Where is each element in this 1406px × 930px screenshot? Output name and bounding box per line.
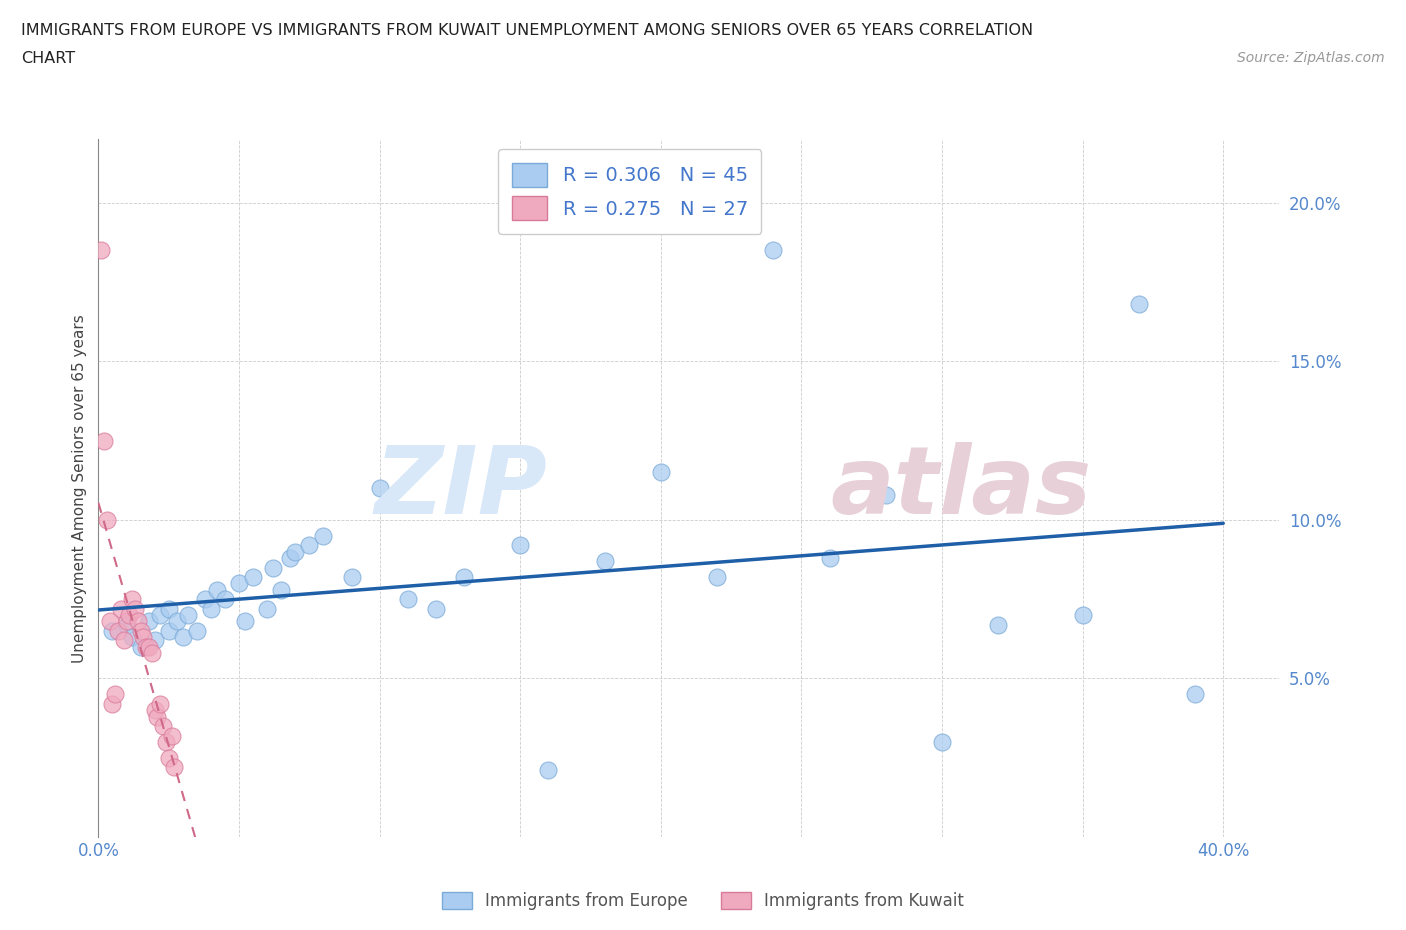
Point	[762, 243, 785, 258]
Point	[1071, 607, 1094, 622]
Point	[593, 553, 616, 568]
Point	[1128, 297, 1150, 312]
Y-axis label: Unemployment Among Seniors over 65 years: Unemployment Among Seniors over 65 years	[72, 314, 87, 662]
Point	[135, 639, 157, 654]
Point	[129, 639, 152, 654]
Point	[228, 576, 250, 591]
Point	[129, 623, 152, 638]
Point	[149, 697, 172, 711]
Point	[149, 607, 172, 622]
Point	[284, 544, 307, 559]
Point	[112, 633, 135, 648]
Point	[138, 639, 160, 654]
Point	[121, 591, 143, 606]
Point	[278, 551, 301, 565]
Point	[115, 618, 138, 632]
Point	[875, 487, 897, 502]
Text: IMMIGRANTS FROM EUROPE VS IMMIGRANTS FROM KUWAIT UNEMPLOYMENT AMONG SENIORS OVER: IMMIGRANTS FROM EUROPE VS IMMIGRANTS FRO…	[21, 23, 1033, 38]
Point	[200, 602, 222, 617]
Point	[262, 560, 284, 575]
Point	[706, 569, 728, 584]
Point	[194, 591, 217, 606]
Text: Source: ZipAtlas.com: Source: ZipAtlas.com	[1237, 51, 1385, 65]
Point	[90, 243, 112, 258]
Point	[101, 697, 124, 711]
Point	[121, 630, 143, 644]
Point	[157, 623, 180, 638]
Point	[256, 602, 278, 617]
Point	[132, 630, 155, 644]
Point	[157, 751, 180, 765]
Point	[177, 607, 200, 622]
Point	[340, 569, 363, 584]
Legend: Immigrants from Europe, Immigrants from Kuwait: Immigrants from Europe, Immigrants from …	[434, 885, 972, 917]
Point	[987, 618, 1010, 632]
Point	[146, 709, 169, 724]
Point	[138, 614, 160, 629]
Point	[172, 630, 194, 644]
Point	[143, 703, 166, 718]
Point	[186, 623, 208, 638]
Point	[233, 614, 256, 629]
Point	[143, 633, 166, 648]
Text: ZIP: ZIP	[374, 443, 547, 534]
Point	[96, 512, 118, 527]
Point	[160, 728, 183, 743]
Point	[163, 760, 186, 775]
Point	[453, 569, 475, 584]
Point	[650, 465, 672, 480]
Point	[157, 602, 180, 617]
Point	[104, 687, 127, 702]
Point	[152, 719, 174, 734]
Point	[101, 623, 124, 638]
Point	[110, 602, 132, 617]
Point	[118, 607, 141, 622]
Point	[124, 602, 146, 617]
Point	[214, 591, 236, 606]
Point	[1184, 687, 1206, 702]
Point	[368, 481, 391, 496]
Point	[312, 528, 335, 543]
Point	[166, 614, 188, 629]
Point	[93, 433, 115, 448]
Point	[537, 763, 560, 777]
Point	[107, 623, 129, 638]
Text: atlas: atlas	[831, 443, 1092, 534]
Point	[205, 582, 228, 597]
Point	[931, 735, 953, 750]
Point	[509, 538, 531, 552]
Point	[242, 569, 264, 584]
Point	[127, 614, 149, 629]
Point	[298, 538, 321, 552]
Point	[115, 614, 138, 629]
Point	[98, 614, 121, 629]
Point	[818, 551, 841, 565]
Point	[270, 582, 292, 597]
Point	[425, 602, 447, 617]
Point	[141, 645, 163, 660]
Legend: R = 0.306   N = 45, R = 0.275   N = 27: R = 0.306 N = 45, R = 0.275 N = 27	[498, 149, 762, 233]
Point	[155, 735, 177, 750]
Point	[396, 591, 419, 606]
Text: CHART: CHART	[21, 51, 75, 66]
